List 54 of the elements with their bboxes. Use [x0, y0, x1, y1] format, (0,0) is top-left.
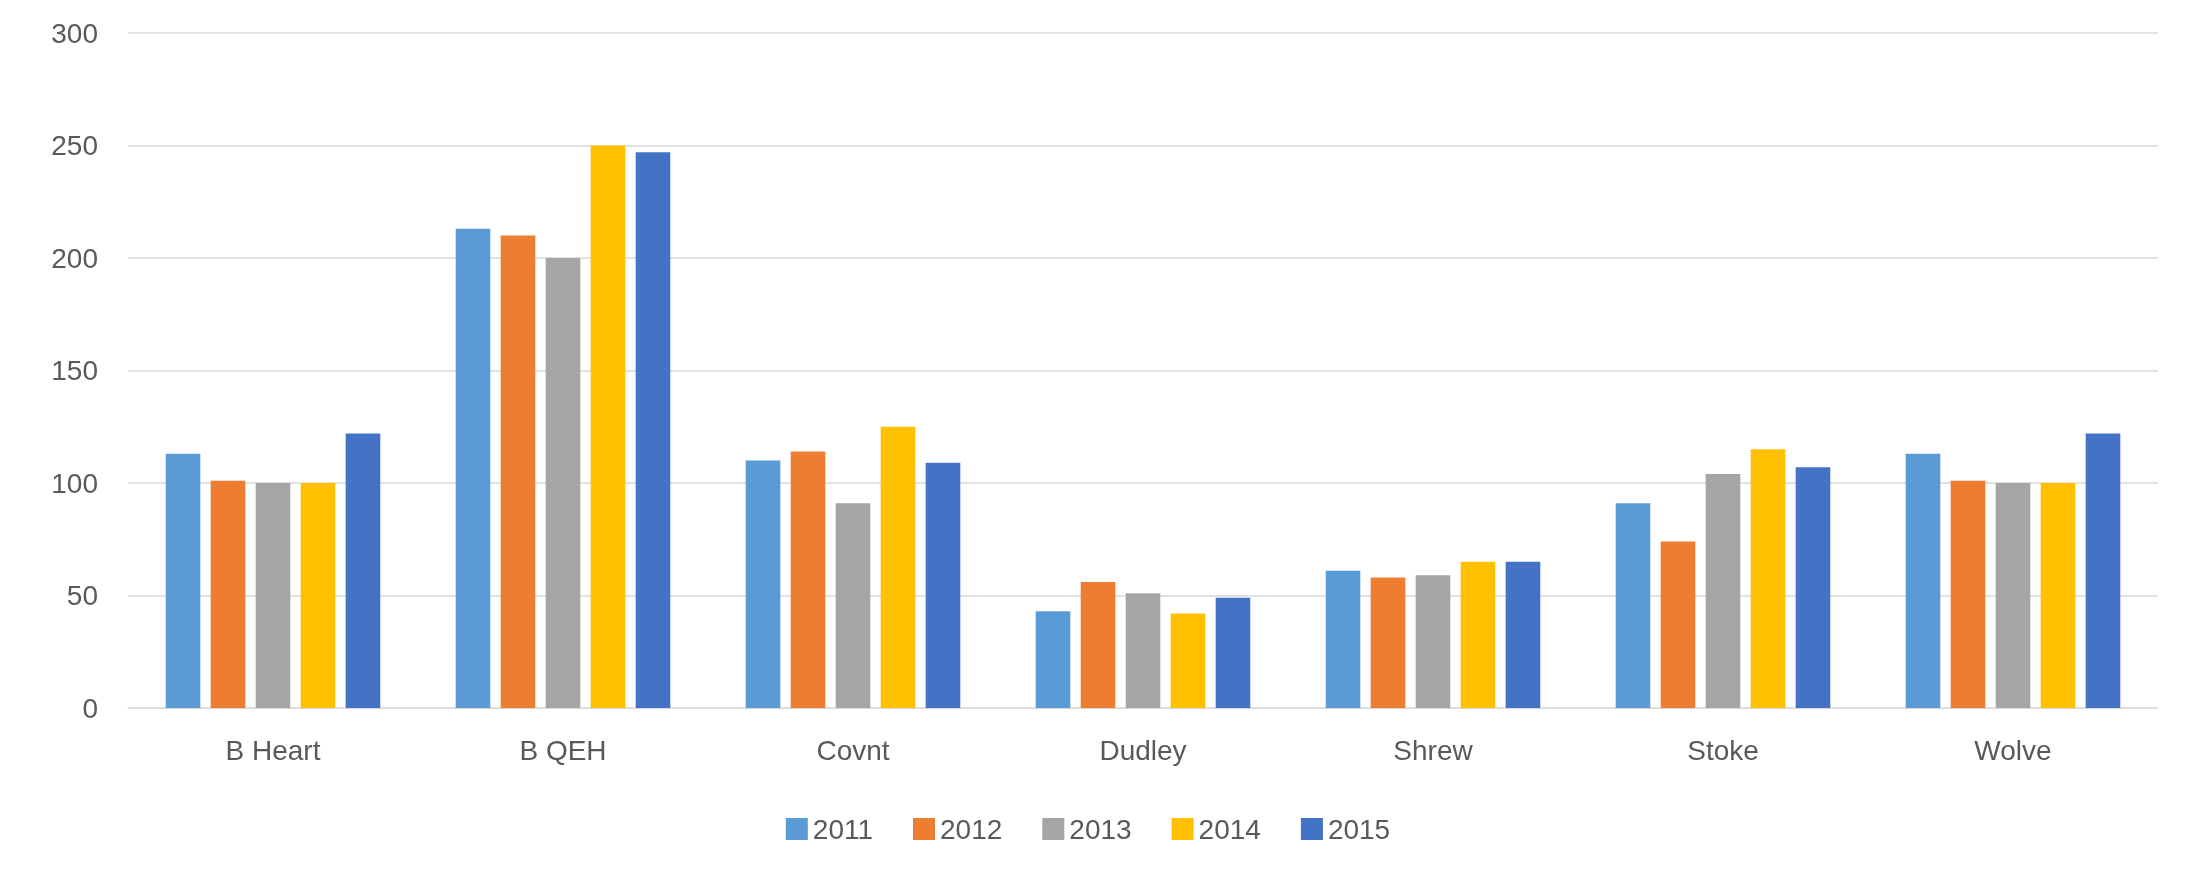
bar: [1615, 503, 1651, 708]
bar: [1505, 561, 1541, 708]
x-tick-label: B QEH: [519, 734, 607, 766]
x-tick-label: Stoke: [1687, 734, 1759, 766]
bar: [1795, 467, 1831, 708]
x-tick-label: Wolve: [1974, 734, 2052, 766]
bar: [745, 460, 781, 708]
bar: [345, 433, 381, 708]
bar: [1035, 611, 1071, 708]
bar: [210, 480, 246, 708]
bar: [1170, 613, 1206, 708]
bar: [300, 483, 336, 708]
bar: [1415, 575, 1451, 708]
y-tick-label: 100: [51, 467, 98, 499]
x-tick-label: Dudley: [1099, 734, 1187, 766]
bar: [255, 483, 291, 708]
legend-label: 2012: [940, 813, 1003, 845]
legend-label: 2013: [1069, 813, 1132, 845]
x-tick-label: Covnt: [816, 734, 890, 766]
y-tick-label: 50: [66, 580, 98, 611]
bar: [1995, 483, 2031, 708]
y-tick-label: 0: [82, 692, 98, 724]
y-tick-label: 200: [51, 242, 98, 274]
bar: [2040, 483, 2076, 708]
x-tick-label: Shrew: [1393, 734, 1474, 766]
bar: [790, 451, 826, 708]
legend-label: 2014: [1198, 813, 1261, 845]
bar: [880, 426, 916, 708]
bar: [165, 453, 201, 708]
bar: [1905, 453, 1941, 708]
bar: [635, 152, 671, 708]
y-tick-label: 300: [51, 17, 98, 49]
bar: [1325, 570, 1361, 708]
bar: [1080, 582, 1116, 708]
x-tick-label: B Heart: [225, 734, 321, 766]
legend-label: 2015: [1327, 813, 1391, 845]
bar: [500, 235, 536, 708]
bar: [1370, 577, 1406, 708]
bar: [1125, 593, 1161, 708]
bar: [835, 503, 871, 708]
bar: [2085, 433, 2121, 708]
bar: [1950, 480, 1986, 708]
y-tick-label: 250: [51, 130, 98, 161]
bar: [1460, 561, 1496, 708]
bar: [925, 462, 961, 708]
bar: [1215, 597, 1251, 708]
bar: [455, 228, 491, 708]
bar: [1705, 474, 1741, 708]
bar: [1660, 541, 1696, 708]
bar: [545, 258, 581, 708]
bar: [1750, 449, 1786, 708]
y-tick-label: 150: [51, 355, 98, 386]
legend-label: 2011: [812, 813, 874, 845]
bar: [590, 145, 626, 708]
